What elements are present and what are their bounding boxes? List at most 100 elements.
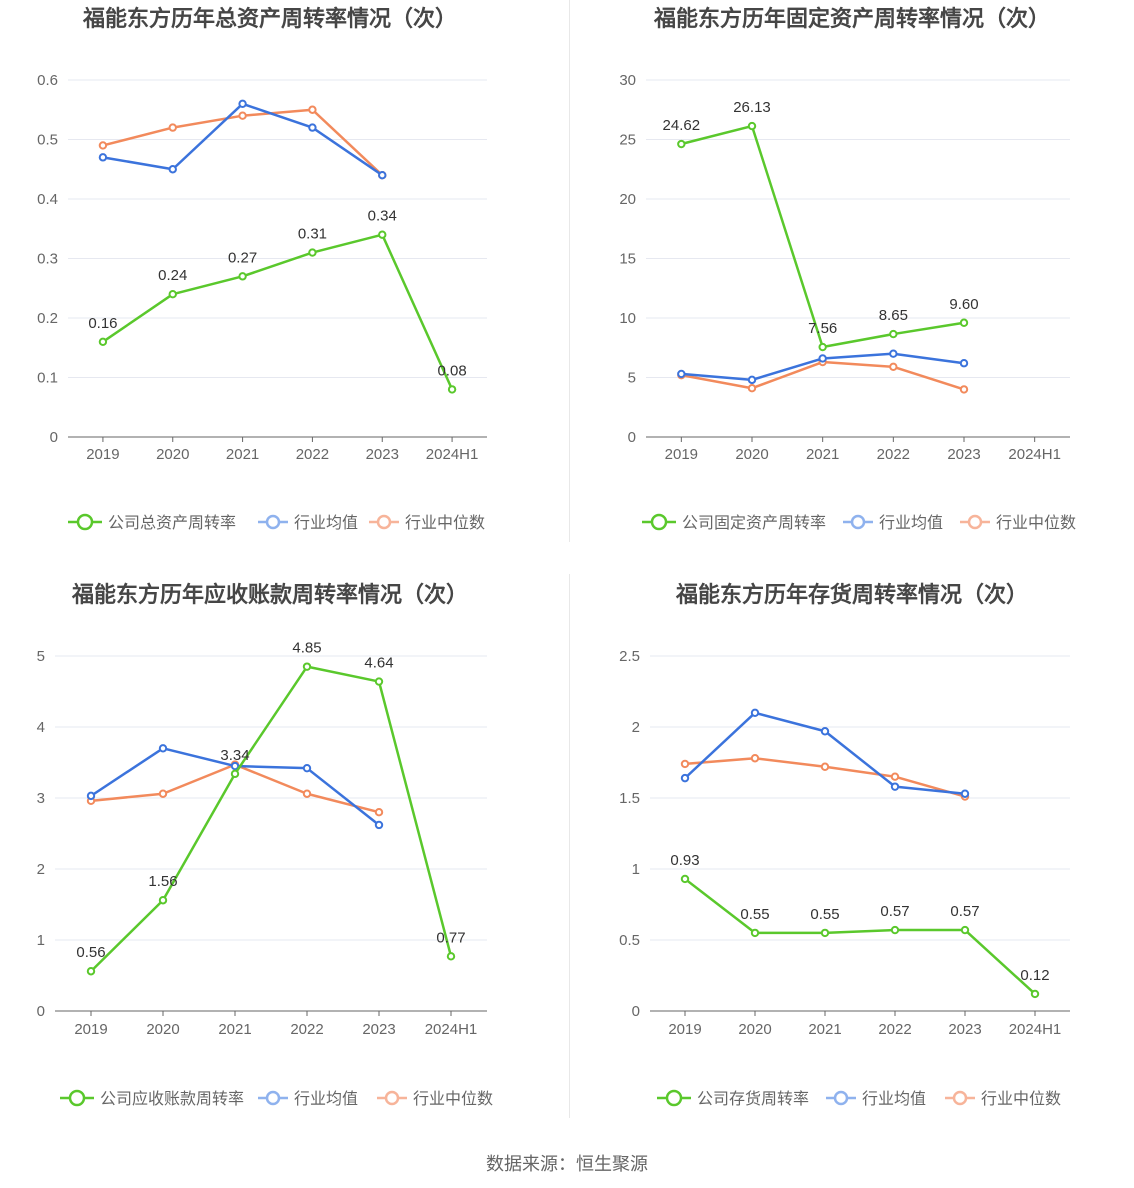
data-point-average[interactable] (378, 171, 387, 180)
data-point-median[interactable] (238, 111, 247, 120)
data-point-average[interactable] (86, 791, 96, 801)
legend-item-average[interactable]: 行业均值 (258, 1090, 358, 1108)
legend-item-median[interactable]: 行业中位数 (369, 514, 485, 532)
legend-marker (265, 514, 281, 530)
y-tick-label: 30 (619, 72, 636, 89)
chart-svg: 福能东方历年固定资产周转率情况（次） 0 5 10 15 20 25 30 2019 2020 20… (619, 6, 1076, 532)
data-point-company[interactable] (890, 925, 900, 935)
data-point-company[interactable] (446, 952, 456, 961)
data-point-average[interactable] (308, 123, 317, 132)
chart-title: 福能东方历年应收账款周转率情况（次） (71, 582, 468, 607)
x-tick-label: 2019 (665, 446, 698, 463)
data-point-average[interactable] (889, 349, 898, 358)
data-point-company[interactable] (959, 318, 969, 327)
data-point-company[interactable] (158, 896, 168, 905)
y-tick-label: 0.6 (37, 72, 58, 89)
legend-item-company[interactable]: 公司总资产周转率 (68, 513, 236, 532)
y-tick-label: 2 (632, 719, 640, 736)
data-point-company[interactable] (378, 230, 387, 239)
data-point-average[interactable] (374, 820, 384, 830)
legend-item-average[interactable]: 行业均值 (258, 514, 358, 532)
legend-item-company[interactable]: 公司存货周转率 (657, 1089, 809, 1108)
legend-label: 行业均值 (294, 1090, 358, 1108)
legend-item-average[interactable]: 行业均值 (843, 514, 943, 532)
data-point-company[interactable] (238, 272, 247, 281)
y-tick-label: 0.5 (619, 932, 640, 949)
data-point-median[interactable] (98, 141, 108, 150)
data-point-company[interactable] (374, 677, 384, 686)
data-point-average[interactable] (960, 789, 970, 798)
data-label: 0.34 (368, 208, 397, 225)
data-point-company[interactable] (168, 290, 177, 299)
data-point-average[interactable] (168, 165, 177, 174)
data-point-company[interactable] (1030, 989, 1040, 999)
legend-label: 行业中位数 (413, 1090, 493, 1108)
data-point-average[interactable] (818, 354, 827, 363)
data-point-company[interactable] (889, 329, 898, 339)
data-point-average[interactable] (959, 359, 969, 368)
legend-item-company[interactable]: 公司固定资产周转率 (642, 513, 826, 532)
x-tick-label: 2022 (296, 446, 329, 463)
data-point-company[interactable] (680, 874, 690, 884)
data-point-average[interactable] (158, 744, 168, 753)
legend-item-average[interactable]: 行业均值 (826, 1090, 926, 1108)
data-point-median[interactable] (959, 385, 969, 394)
data-point-average[interactable] (230, 761, 240, 771)
data-point-median[interactable] (308, 105, 317, 114)
y-tick-label: 10 (619, 310, 636, 327)
data-point-average[interactable] (747, 375, 757, 385)
data-point-company[interactable] (960, 925, 970, 935)
data-point-median[interactable] (302, 789, 312, 798)
legend-item-company[interactable]: 公司应收账款周转率 (60, 1089, 244, 1108)
data-point-average[interactable] (677, 369, 686, 379)
chart-title: 福能东方历年固定资产周转率情况（次） (653, 6, 1050, 31)
data-point-company[interactable] (818, 342, 827, 352)
x-tick-label: 2023 (362, 1021, 395, 1038)
legend-marker (376, 514, 392, 530)
x-tick-label: 2019 (668, 1021, 701, 1038)
legend-marker (952, 1090, 968, 1106)
data-point-average[interactable] (820, 727, 830, 736)
x-tick-label: 2020 (156, 446, 189, 463)
x-tick-label: 2021 (218, 1021, 251, 1038)
data-point-company[interactable] (98, 337, 108, 346)
data-point-average[interactable] (750, 708, 760, 718)
data-point-median[interactable] (168, 123, 177, 132)
legend-item-median[interactable]: 行业中位数 (377, 1090, 493, 1108)
data-point-company[interactable] (747, 121, 757, 131)
data-label: 0.27 (228, 249, 257, 266)
data-point-median[interactable] (889, 362, 898, 371)
legend-marker (650, 513, 668, 531)
legend-label: 行业中位数 (981, 1090, 1061, 1108)
data-point-company[interactable] (447, 385, 457, 394)
data-point-company[interactable] (308, 248, 317, 257)
data-point-median[interactable] (820, 762, 830, 771)
divider-top (569, 0, 570, 542)
data-point-company[interactable] (302, 662, 312, 671)
data-point-median[interactable] (750, 754, 760, 763)
y-tick-label: 0.5 (37, 132, 58, 149)
data-label: 0.24 (158, 267, 187, 284)
data-point-average[interactable] (302, 763, 312, 773)
legend-item-median[interactable]: 行业中位数 (960, 514, 1076, 532)
x-tick-label: 2022 (878, 1021, 911, 1038)
legend-label: 公司存货周转率 (697, 1090, 809, 1108)
data-point-company[interactable] (86, 967, 96, 976)
divider-bottom (569, 574, 570, 1118)
data-point-average[interactable] (238, 99, 247, 109)
data-point-company[interactable] (230, 769, 240, 779)
data-point-average[interactable] (890, 782, 900, 791)
data-point-median[interactable] (680, 759, 690, 769)
data-point-median[interactable] (158, 789, 168, 798)
data-point-company[interactable] (820, 928, 830, 938)
legend-item-median[interactable]: 行业中位数 (945, 1090, 1061, 1108)
chart-title: 福能东方历年存货周转率情况（次） (675, 582, 1028, 607)
data-point-company[interactable] (677, 139, 686, 149)
data-point-average[interactable] (98, 153, 108, 162)
series-line-company (90, 665, 453, 973)
data-point-median[interactable] (374, 808, 384, 817)
data-point-average[interactable] (680, 773, 690, 783)
data-point-median[interactable] (747, 384, 757, 393)
data-point-company[interactable] (750, 928, 760, 938)
data-point-median[interactable] (890, 772, 900, 781)
